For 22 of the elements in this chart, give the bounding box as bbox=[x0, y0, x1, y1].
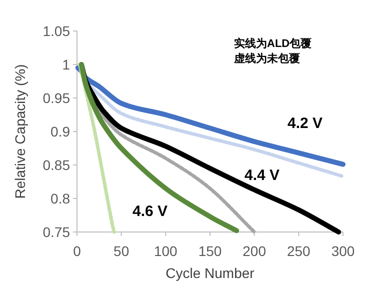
line-series bbox=[78, 62, 116, 234]
x-tick-label: 250 bbox=[286, 243, 311, 259]
y-tick-label: 1 bbox=[62, 56, 70, 72]
x-tick-label: 150 bbox=[198, 243, 222, 259]
y-tick-label: 0.9 bbox=[50, 124, 70, 140]
annotation: 4.4 V bbox=[244, 167, 280, 184]
annotation: 虚线为未包覆 bbox=[233, 52, 300, 65]
annotation: 4.6 V bbox=[132, 203, 168, 220]
y-tick-label: 0.85 bbox=[42, 157, 70, 173]
x-tick-label: 300 bbox=[331, 243, 355, 259]
annotation: 4.2 V bbox=[287, 115, 323, 132]
y-tick-label: 0.75 bbox=[42, 224, 70, 240]
y-tick-label: 0.95 bbox=[42, 90, 70, 106]
x-tick-label: 0 bbox=[73, 243, 82, 259]
y-tick-label: 1.05 bbox=[42, 23, 70, 39]
y-axis-title: Relative Capacity (%) bbox=[12, 64, 28, 199]
x-tick-label: 100 bbox=[154, 243, 178, 259]
x-tick-label: 200 bbox=[242, 243, 266, 259]
y-tick-label: 0.8 bbox=[50, 190, 70, 206]
annotation: 实线为ALD包覆 bbox=[234, 37, 312, 50]
x-tick-label: 50 bbox=[114, 243, 130, 259]
x-axis-title: Cycle Number bbox=[166, 265, 255, 281]
